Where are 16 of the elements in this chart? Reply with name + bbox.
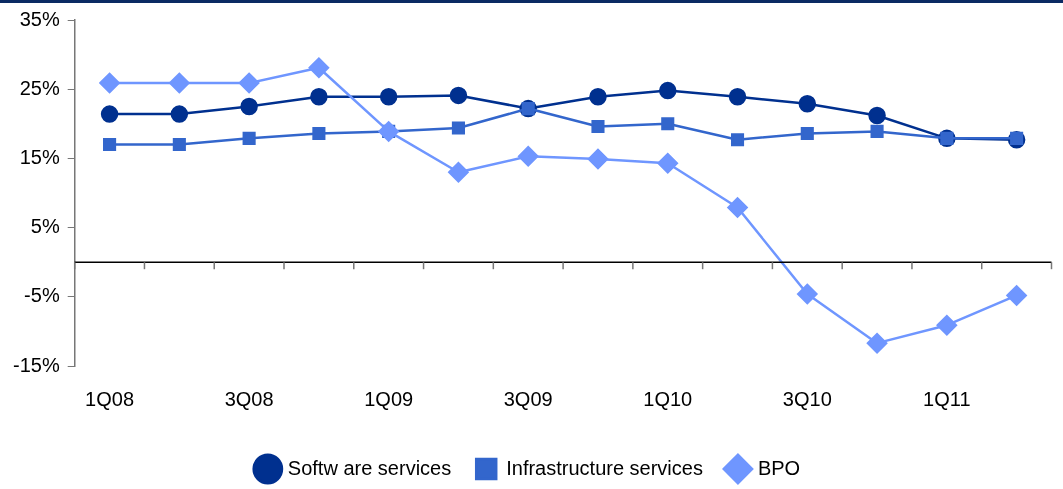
y-tick-label: -15% <box>12 353 60 376</box>
x-tick-label: 3Q10 <box>782 387 832 410</box>
y-tick-label: 25% <box>19 76 60 99</box>
legend-label: Softw are services <box>287 456 452 479</box>
y-tick-label: 35% <box>19 7 60 30</box>
x-tick-label: 3Q09 <box>503 387 553 410</box>
y-tick-label: -5% <box>24 284 60 307</box>
x-tick-label: 1Q09 <box>364 387 414 410</box>
legend-label: Infrastructure services <box>506 456 703 479</box>
x-tick-label: 1Q08 <box>85 387 135 410</box>
legend-label: BPO <box>757 456 801 479</box>
y-tick-label: 15% <box>19 145 60 168</box>
x-tick-label: 1Q10 <box>643 387 693 410</box>
x-tick-label: 1Q11 <box>923 387 971 410</box>
x-tick-label: 3Q08 <box>224 387 274 410</box>
y-tick-label: 5% <box>30 215 60 238</box>
